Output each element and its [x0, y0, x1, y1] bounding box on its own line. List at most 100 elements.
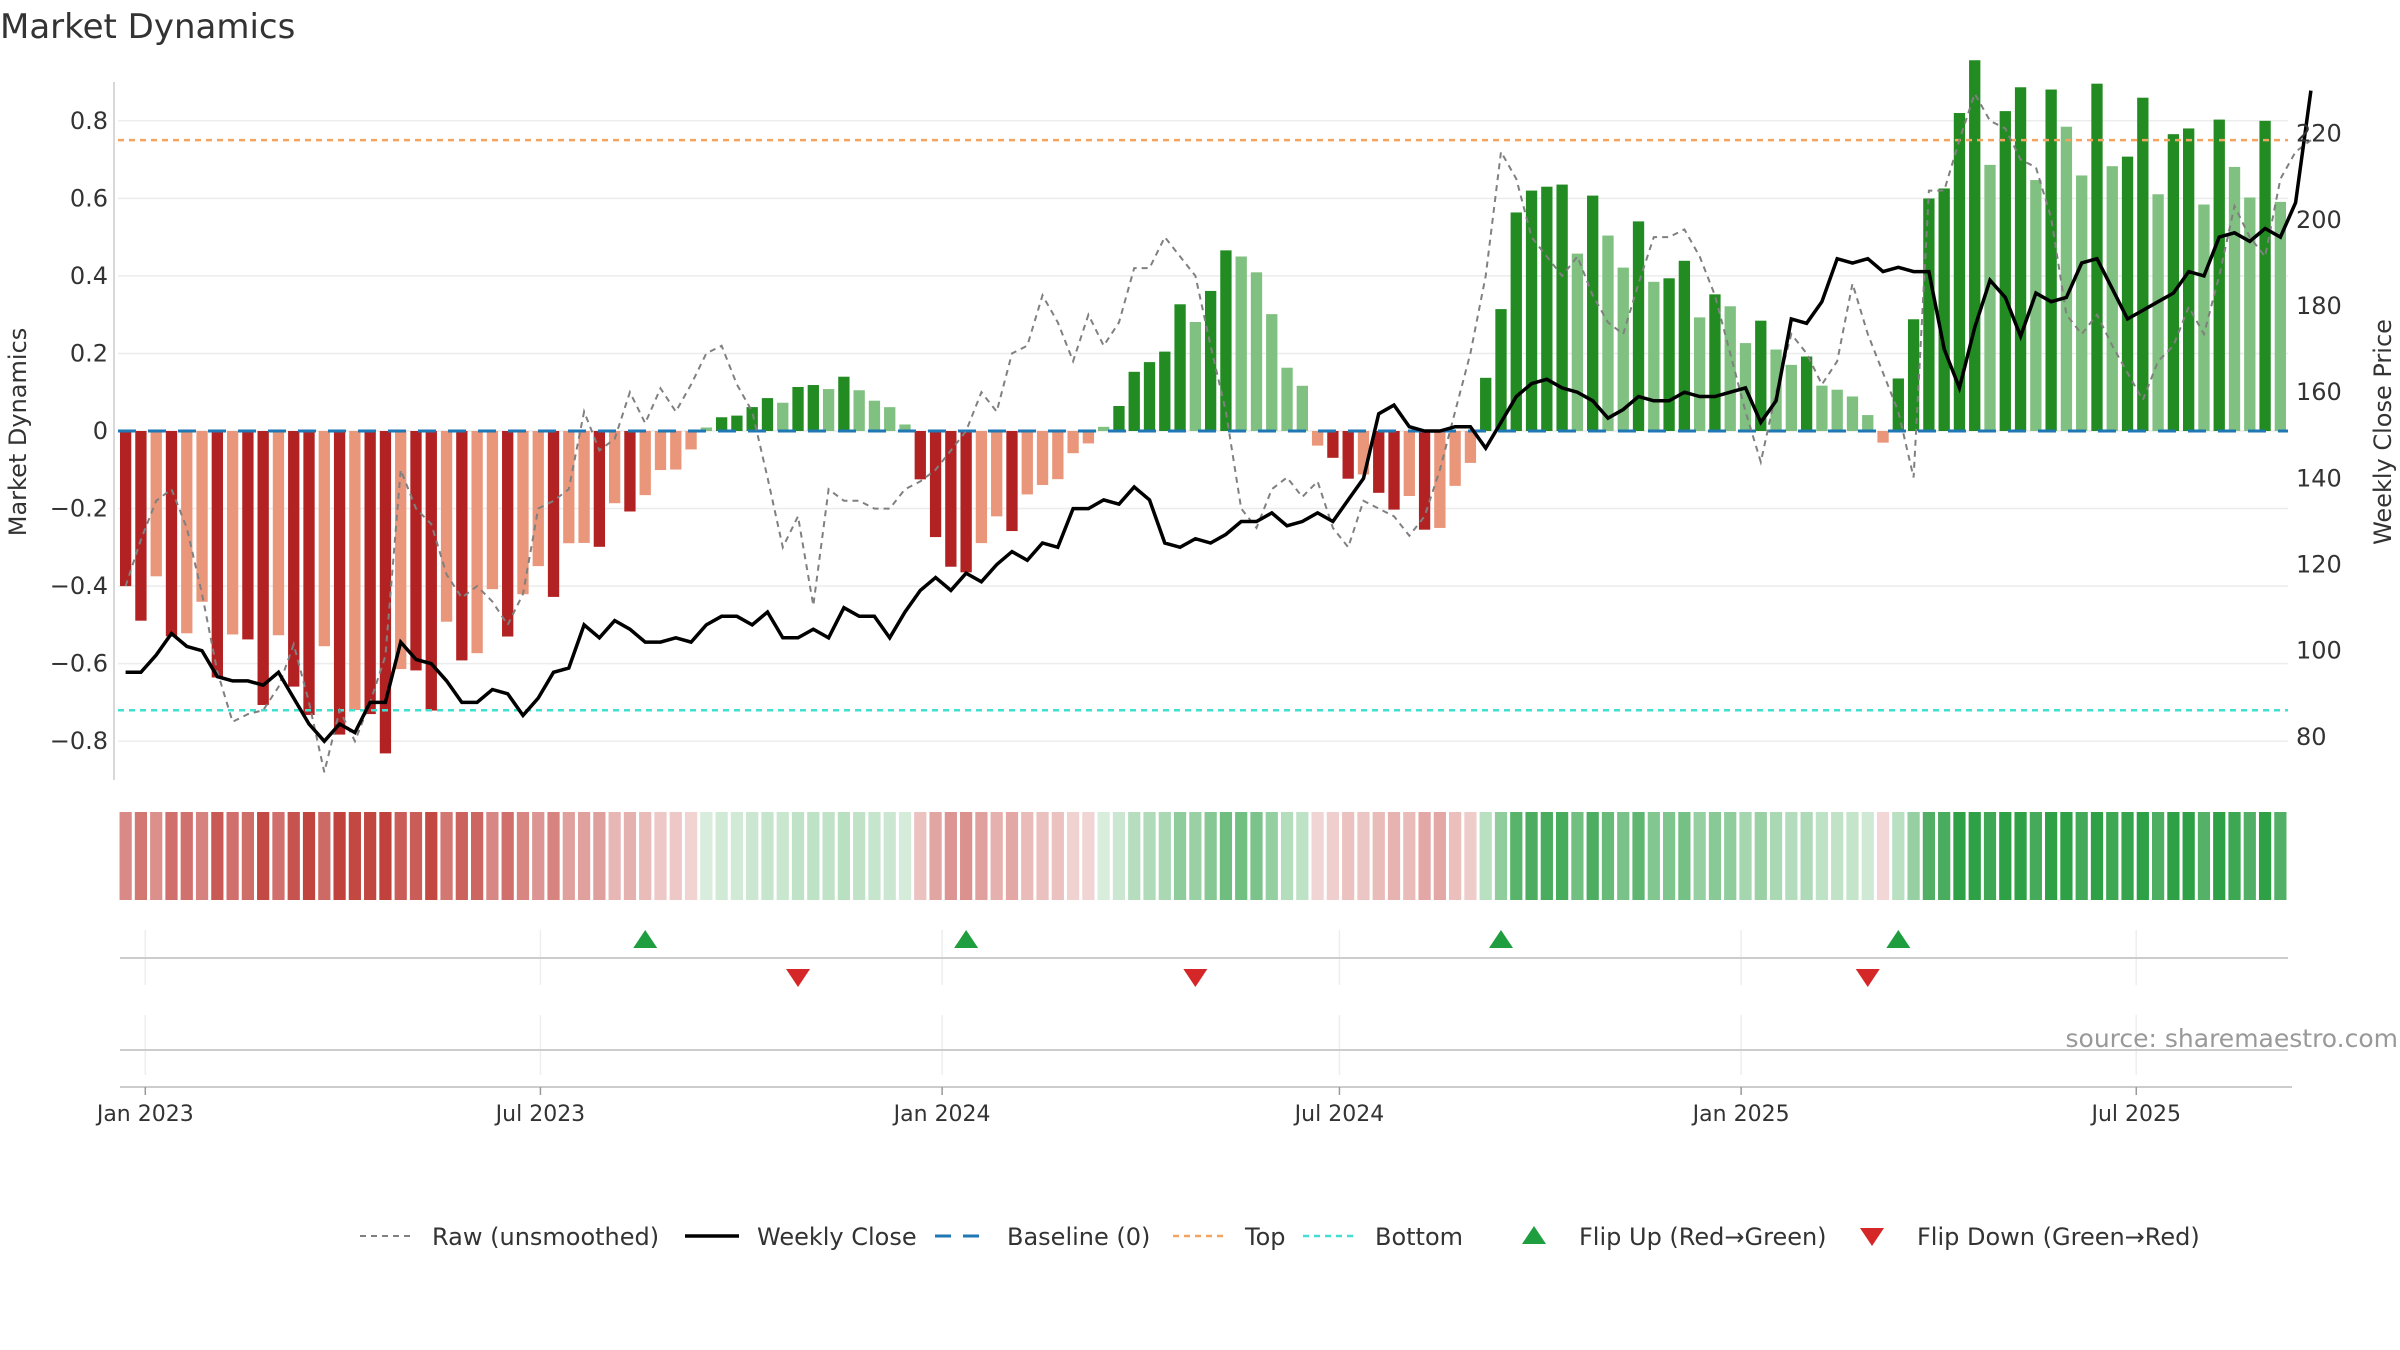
- dynamics-bar: [1831, 389, 1843, 431]
- heat-cell: [1647, 812, 1660, 900]
- legend-flip_up-swatch: [1522, 1226, 1546, 1244]
- y-tick-label: 0: [93, 417, 108, 445]
- heat-cell: [960, 812, 973, 900]
- flip-down-marker: [1183, 969, 1208, 987]
- dynamics-bar: [1449, 431, 1461, 486]
- dynamics-bar: [1587, 195, 1599, 431]
- heat-cell: [1128, 812, 1141, 900]
- dynamics-bar: [1495, 309, 1507, 431]
- y-tick-label: −0.2: [50, 495, 108, 523]
- dynamics-bar: [1159, 351, 1171, 431]
- dynamics-bar: [1602, 235, 1614, 431]
- date-tick-label: Jan 2024: [892, 1102, 991, 1127]
- heat-cell: [1907, 812, 1920, 900]
- heat-cell: [1785, 812, 1798, 900]
- legend-label: Baseline (0): [1007, 1223, 1150, 1251]
- date-tick-label: Jan 2023: [95, 1102, 194, 1127]
- dynamics-bar: [2213, 119, 2225, 431]
- heat-cell: [165, 812, 178, 900]
- heat-cell: [257, 812, 270, 900]
- dynamics-bar: [349, 431, 361, 711]
- heat-cell: [562, 812, 575, 900]
- date-panel-grid: [144, 1015, 2138, 1075]
- heat-cell: [1097, 812, 1110, 900]
- legend-label: Bottom: [1375, 1223, 1463, 1251]
- heat-cell: [1693, 812, 1706, 900]
- heat-cell: [1983, 812, 1997, 900]
- heat-cell: [1876, 812, 1890, 900]
- flip-markers: [633, 930, 1911, 987]
- dynamics-bar: [593, 431, 606, 547]
- heat-cell: [2228, 812, 2241, 900]
- heat-cell: [241, 812, 255, 900]
- date-axis-panel: Jan 2023 Jul 2023 Jan 2024 Jul 2024 Jan 2025…: [95, 1015, 2398, 1127]
- heat-cell: [1311, 812, 1324, 900]
- y2-tick-label: 80: [2296, 723, 2327, 751]
- dynamics-bar: [670, 431, 682, 470]
- y-tick-label: −0.8: [50, 727, 108, 755]
- dynamics-bar: [1999, 111, 2011, 432]
- heat-cell: [226, 812, 239, 900]
- heat-cell: [1968, 812, 1981, 900]
- heat-cell: [1189, 812, 1202, 900]
- legend-label: Weekly Close: [757, 1223, 917, 1251]
- dynamics-bar: [807, 385, 819, 431]
- heat-cell: [776, 812, 789, 900]
- heat-cell: [486, 812, 499, 900]
- dynamics-bar: [2183, 128, 2195, 431]
- y2-tick-label: 180: [2296, 292, 2342, 320]
- heat-cell: [2167, 812, 2180, 900]
- heat-cell: [1143, 812, 1156, 900]
- heat-cell: [1601, 812, 1615, 900]
- heat-cell: [1158, 812, 1171, 900]
- heat-cell: [425, 812, 438, 900]
- dynamics-bar: [1327, 431, 1339, 458]
- heat-cell: [639, 812, 652, 900]
- dynamics-bar: [1403, 431, 1415, 497]
- heat-cell: [1586, 812, 1599, 900]
- heat-cell: [2014, 812, 2027, 900]
- heat-cell: [623, 812, 637, 900]
- dynamics-bar: [226, 431, 239, 635]
- heat-cell: [409, 812, 423, 900]
- dynamics-bar: [2121, 156, 2134, 431]
- dynamics-bar: [853, 390, 865, 431]
- regime-heat-strip: [119, 812, 2287, 900]
- dynamics-bar: [945, 431, 957, 567]
- legend-label: Top: [1244, 1223, 1286, 1251]
- dynamics-bar: [746, 407, 758, 431]
- dynamics-bar: [685, 431, 697, 450]
- dynamics-bar: [1816, 385, 1828, 431]
- dynamics-bar: [1098, 426, 1110, 431]
- dynamics-bar: [1143, 362, 1156, 431]
- heat-cell: [654, 812, 667, 900]
- dynamics-bar: [2259, 120, 2271, 432]
- heat-cell: [2213, 812, 2226, 900]
- heat-cell: [730, 812, 744, 900]
- dynamics-bar: [1067, 431, 1079, 454]
- heat-cell: [2060, 812, 2073, 900]
- date-tick-label: Jul 2025: [2090, 1102, 2182, 1127]
- dynamics-bar: [761, 398, 774, 431]
- heat-cell: [914, 812, 927, 900]
- heat-cell: [1357, 812, 1370, 900]
- dynamics-bar: [1969, 60, 1981, 431]
- dynamics-bar: [2274, 201, 2287, 431]
- dynamics-bar: [1128, 371, 1140, 431]
- dynamics-bar: [1663, 278, 1675, 431]
- source-note: source: sharemaestro.com: [2066, 1024, 2399, 1053]
- heat-cell: [761, 812, 774, 900]
- heat-cell: [1372, 812, 1385, 900]
- dynamics-bar: [1617, 267, 1629, 431]
- dynamics-bar: [333, 431, 346, 735]
- heat-cell: [593, 812, 606, 900]
- heat-cell: [471, 812, 484, 900]
- heat-cell: [1449, 812, 1462, 900]
- dynamics-bar: [578, 431, 590, 543]
- heat-cell: [2090, 812, 2104, 900]
- heat-cell: [211, 812, 224, 900]
- dynamics-bar: [502, 431, 514, 637]
- dynamics-bar: [456, 431, 468, 661]
- heat-cell: [1938, 812, 1951, 900]
- dynamics-bar: [1174, 304, 1186, 431]
